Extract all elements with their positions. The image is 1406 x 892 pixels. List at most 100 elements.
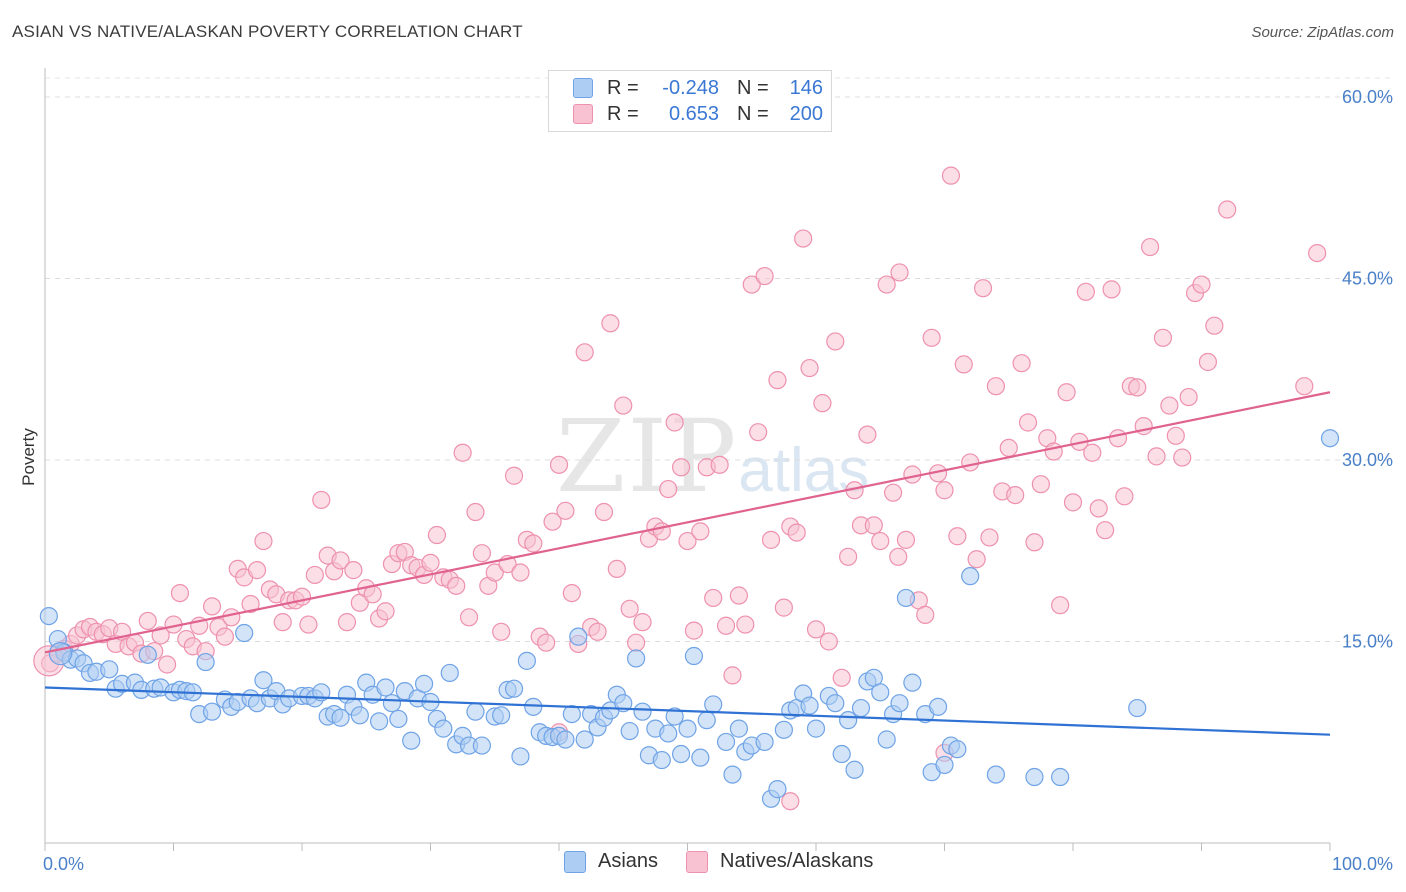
data-point xyxy=(871,683,890,702)
data-point xyxy=(254,671,273,690)
data-point xyxy=(588,622,607,641)
data-point xyxy=(1096,521,1115,540)
data-point xyxy=(594,502,614,522)
data-point xyxy=(575,730,594,749)
data-point xyxy=(299,615,318,634)
data-point xyxy=(768,780,787,799)
data-point xyxy=(485,563,504,582)
legend-r-label: R = xyxy=(607,76,639,99)
data-point xyxy=(235,623,254,643)
data-point xyxy=(889,547,908,566)
data-point xyxy=(697,711,716,730)
data-point xyxy=(736,615,755,634)
data-point xyxy=(832,668,851,687)
data-point xyxy=(453,443,472,462)
trend-lines xyxy=(44,391,1331,736)
data-point xyxy=(247,561,267,580)
data-point xyxy=(466,702,485,721)
data-point xyxy=(896,530,916,549)
data-point xyxy=(1140,237,1160,257)
data-point xyxy=(768,371,787,390)
data-point xyxy=(1102,280,1121,299)
data-point xyxy=(916,605,935,624)
y-tick-label: 45.0% xyxy=(1342,269,1393,289)
data-point xyxy=(1063,493,1083,512)
data-point xyxy=(1147,447,1166,466)
data-point xyxy=(948,740,967,759)
data-point xyxy=(215,627,234,646)
data-point xyxy=(826,694,845,713)
data-point xyxy=(556,501,575,520)
data-point xyxy=(980,528,999,547)
data-point xyxy=(659,479,678,499)
data-point xyxy=(350,706,369,725)
data-point xyxy=(633,702,652,721)
data-point xyxy=(742,275,761,294)
data-point xyxy=(440,663,459,683)
data-point xyxy=(370,712,389,731)
watermark-zip: ZIP xyxy=(556,398,739,515)
data-point xyxy=(839,711,858,730)
series-asians-points xyxy=(39,429,1340,808)
data-point xyxy=(504,466,524,485)
data-point xyxy=(626,633,646,652)
legend-swatch-natives xyxy=(573,104,593,124)
data-point xyxy=(1025,533,1044,552)
data-point xyxy=(813,394,832,413)
data-point xyxy=(755,732,774,752)
legend-r-label: R = xyxy=(607,102,639,125)
data-point xyxy=(1051,596,1070,615)
bottom-legend-label-natives: Natives/Alaskans xyxy=(720,850,874,872)
data-point xyxy=(652,750,671,770)
data-point xyxy=(877,730,896,749)
y-tick-label: 30.0% xyxy=(1342,450,1393,470)
data-point xyxy=(1160,396,1179,415)
legend-row-natives: R = 0.653 N = 200 xyxy=(573,101,823,127)
data-point xyxy=(222,608,241,627)
data-point xyxy=(986,377,1006,396)
data-point xyxy=(1031,475,1050,494)
x-tick-label: 100.0% xyxy=(1332,854,1393,874)
data-point xyxy=(273,613,292,632)
data-point xyxy=(39,606,58,626)
data-point xyxy=(389,709,408,729)
data-point xyxy=(414,674,434,693)
data-point xyxy=(922,328,941,347)
data-point xyxy=(839,547,858,566)
data-point xyxy=(928,697,948,716)
data-point xyxy=(1057,383,1076,402)
data-point xyxy=(1166,426,1185,445)
data-point xyxy=(620,721,639,741)
data-point xyxy=(1173,448,1192,467)
data-point xyxy=(967,550,986,569)
data-point xyxy=(749,423,768,442)
data-point xyxy=(331,551,350,570)
data-point xyxy=(819,632,838,651)
data-point xyxy=(1320,429,1340,448)
bottom-legend-asians: Asians xyxy=(564,850,658,873)
data-point xyxy=(1115,487,1134,506)
data-point xyxy=(382,694,402,713)
source-label: Source: ZipAtlas.com xyxy=(1251,24,1394,41)
data-point xyxy=(517,651,536,670)
data-point xyxy=(1308,243,1327,263)
data-point xyxy=(1051,767,1070,787)
data-point xyxy=(800,696,819,715)
data-point xyxy=(100,660,119,679)
legend-row-asians: R = -0.248 N = 146 xyxy=(573,75,823,101)
data-point xyxy=(896,588,916,608)
correlation-legend: R = -0.248 N = 146 R = 0.653 N = 200 xyxy=(548,70,832,132)
data-point xyxy=(48,641,73,666)
data-point xyxy=(684,621,704,640)
data-point xyxy=(723,765,742,784)
data-point xyxy=(427,525,447,545)
data-point xyxy=(402,731,421,750)
data-point xyxy=(376,678,395,697)
data-point xyxy=(466,502,485,522)
bottom-legend-label-asians: Asians xyxy=(598,850,659,872)
data-point xyxy=(1076,282,1095,301)
data-point xyxy=(1006,485,1025,505)
data-point xyxy=(254,531,273,551)
legend-n-label: N = xyxy=(737,102,769,125)
